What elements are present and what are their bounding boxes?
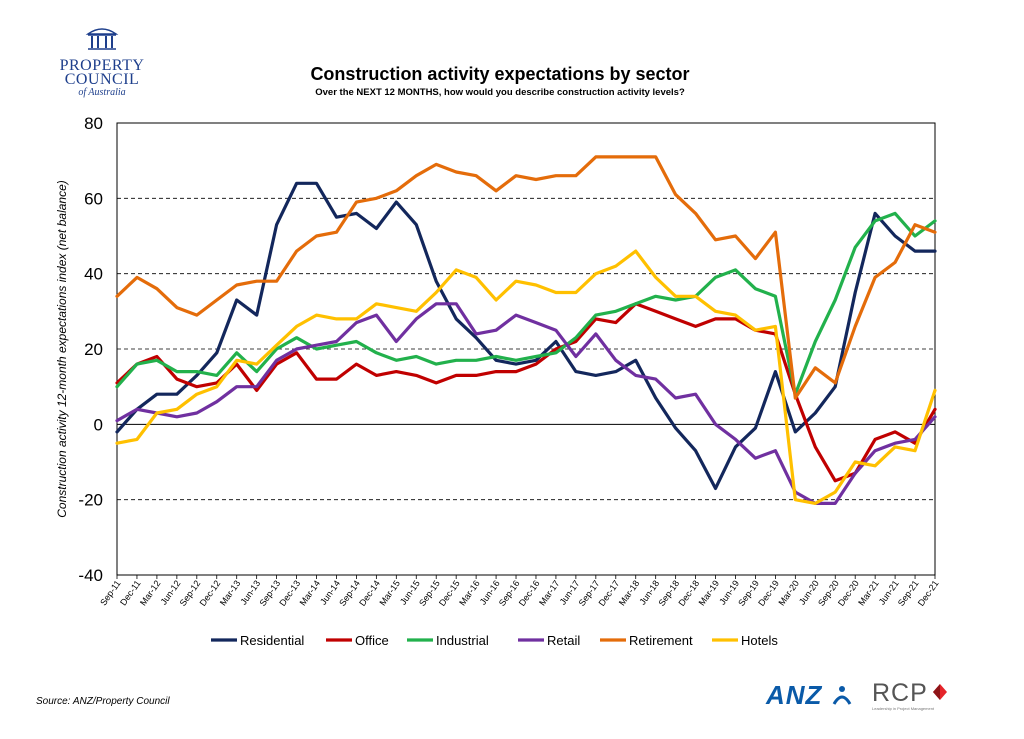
y-tick-label: 0 [94,415,103,434]
rcp-logo-text: RCP [872,679,928,707]
series-line-hotels [115,249,937,505]
logo-line-1: PROPERTY [59,57,145,74]
x-tick-label: Mar-14 [298,578,323,607]
rcp-tagline: Leadership in Project Management [872,706,935,711]
x-tick-label: Mar-15 [377,578,402,607]
y-tick-label: 80 [84,114,103,133]
x-tick-label: Mar-19 [697,578,722,607]
series-line-industrial [115,211,937,396]
rcp-logo: RCP Leadership in Project Management [872,680,964,714]
rcp-diamond-icon [933,684,948,700]
series-line-office [115,302,937,483]
chart-title: Construction activity expectations by se… [310,64,690,84]
legend-label-office: Office [355,633,389,648]
x-tick-label: Mar-20 [776,578,801,607]
y-tick-label: -40 [78,566,103,585]
property-council-logo: PROPERTY COUNCIL of Australia [42,24,162,104]
x-tick-label: Dec-21 [916,578,941,608]
logo-line-2: COUNCIL [64,71,140,88]
legend-label-residential: Residential [240,633,304,648]
series-line-retirement [115,155,937,400]
legend-label-industrial: Industrial [436,633,489,648]
anz-logo-text: ANZ [766,680,823,710]
y-tick-label: 60 [84,189,103,208]
legend-label-retirement: Retirement [629,633,693,648]
y-tick-label: -20 [78,491,103,510]
x-tick-label: Mar-13 [218,578,243,607]
x-tick-label: Mar-18 [617,578,642,607]
x-tick-label: Mar-16 [457,578,482,607]
building-icon [85,28,119,50]
chart-subtitle: Over the NEXT 12 MONTHS, how would you d… [315,87,685,98]
legend-label-retail: Retail [547,633,580,648]
anz-logo: ANZ [766,680,853,711]
y-tick-label: 20 [84,340,103,359]
anz-people-icon [832,686,851,705]
y-axis-label: Construction activity 12-month expectati… [55,180,69,518]
legend-label-hotels: Hotels [741,633,778,648]
x-tick-label: Mar-17 [537,578,562,607]
y-tick-label: 40 [84,265,103,284]
x-tick-label: Mar-21 [856,578,881,607]
series-line-retail [115,302,937,505]
source-note: Source: ANZ/Property Council [36,696,170,707]
x-tick-label: Mar-12 [138,578,163,607]
series-line-residential [115,181,937,490]
logo-subline: of Australia [78,87,126,98]
